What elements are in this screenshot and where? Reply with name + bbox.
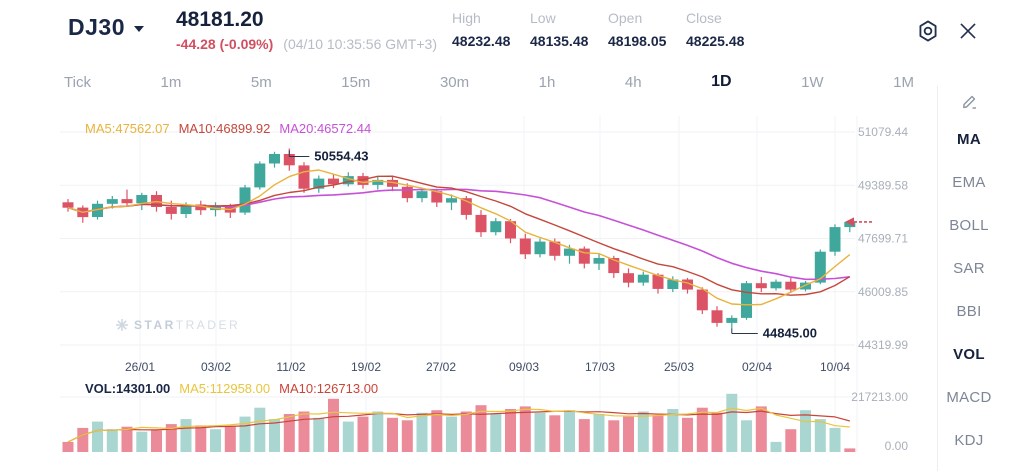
svg-text:10/04: 10/04 — [820, 360, 850, 374]
svg-text:49389.58: 49389.58 — [858, 178, 908, 192]
svg-text:46009.85: 46009.85 — [858, 285, 908, 299]
svg-text:STARTRADER: STARTRADER — [134, 318, 240, 332]
timeframe-tabs: Tick 1m 5m 15m 30m 1h 4h 1D 1W 1M — [60, 66, 918, 98]
svg-text:19/02: 19/02 — [351, 360, 381, 374]
indicator-vol[interactable]: VOL — [953, 346, 985, 363]
price-block: 48181.20 -44.28 (-0.09%) (04/10 10:35:56… — [176, 8, 437, 52]
ohlc-stats: High 48232.48 Low 48135.48 Open 48198.05 Close… — [452, 10, 747, 49]
indicator-macd[interactable]: MACD — [946, 389, 992, 406]
indicator-ema[interactable]: EMA — [952, 174, 986, 191]
stat-low: Low 48135.48 — [530, 10, 589, 49]
ma-indicator-labels: MA5:47562.07 MA10:46899.92 MA20:46572.44 — [85, 121, 371, 136]
svg-text:25/03: 25/03 — [664, 360, 694, 374]
settings-button[interactable] — [915, 18, 941, 44]
last-price-marker — [845, 217, 872, 227]
chevron-down-icon — [133, 26, 144, 32]
svg-text:44319.99: 44319.99 — [858, 338, 908, 352]
svg-text:0.00: 0.00 — [885, 439, 909, 453]
tab-15m[interactable]: 15m — [337, 72, 374, 93]
svg-text:03/02: 03/02 — [201, 360, 231, 374]
tab-1w[interactable]: 1W — [797, 72, 828, 93]
price-change: -44.28 (-0.09%) — [176, 36, 274, 52]
svg-text:02/04: 02/04 — [742, 360, 772, 374]
ma10-label: MA10:46899.92 — [178, 121, 271, 136]
tab-1d[interactable]: 1D — [707, 71, 735, 93]
svg-text:11/02: 11/02 — [276, 360, 305, 374]
tab-4h[interactable]: 4h — [621, 72, 646, 93]
svg-text:09/03: 09/03 — [509, 360, 539, 374]
close-icon — [960, 23, 976, 39]
svg-text:51079.44: 51079.44 — [858, 125, 908, 139]
tab-30m[interactable]: 30m — [436, 72, 473, 93]
ma20-label: MA20:46572.44 — [279, 121, 372, 136]
indicator-sar[interactable]: SAR — [953, 260, 985, 277]
svg-text:47699.71: 47699.71 — [858, 232, 908, 246]
tab-tick[interactable]: Tick — [60, 72, 95, 93]
last-price: 48181.20 — [176, 8, 264, 31]
stat-high: High 48232.48 — [452, 10, 511, 49]
svg-text:217213.00: 217213.00 — [851, 390, 908, 404]
vol-label: VOL:14301.00 — [85, 381, 171, 396]
symbol-selector[interactable]: DJ30 — [68, 14, 144, 41]
svg-text:17/03: 17/03 — [585, 360, 615, 374]
ma5-label: MA5:47562.07 — [85, 121, 170, 136]
volume-indicator-labels: VOL:14301.00 MA5:112958.00 MA10:126713.0… — [85, 381, 378, 396]
gear-icon — [919, 20, 937, 42]
vol-ma5-label: MA5:112958.00 — [179, 381, 271, 396]
indicator-kdj[interactable]: KDJ — [954, 432, 984, 449]
low-annotation: 44845.00 — [731, 326, 817, 341]
svg-text:26/01: 26/01 — [125, 360, 155, 374]
vol-ma10-label: MA10:126713.00 — [279, 381, 379, 396]
close-button[interactable] — [955, 18, 981, 44]
tab-5m[interactable]: 5m — [247, 72, 276, 93]
indicator-ma[interactable]: MA — [957, 131, 981, 148]
price-volume-chart[interactable]: 51079.44 49389.58 47699.71 46009.85 44319.99… — [0, 0, 935, 471]
tab-1m[interactable]: 1m — [156, 72, 185, 93]
tab-1h[interactable]: 1h — [535, 72, 560, 93]
svg-text:27/02: 27/02 — [426, 360, 456, 374]
stat-open: Open 48198.05 — [608, 10, 667, 49]
tab-1m[interactable]: 1M — [889, 72, 918, 93]
pencil-icon — [963, 95, 976, 109]
indicator-bbi[interactable]: BBI — [956, 303, 982, 320]
quote-timestamp: (04/10 10:35:56 GMT+3) — [283, 36, 437, 52]
indicator-boll[interactable]: BOLL — [949, 217, 989, 234]
symbol-name: DJ30 — [68, 14, 125, 40]
indicator-sidebar: MA EMA BOLL SAR BBI VOL MACD KDJ — [937, 86, 1024, 471]
high-annotation: 50554.43 — [288, 149, 369, 164]
svg-text:44845.00: 44845.00 — [763, 326, 817, 341]
stat-close: Close 48225.48 — [686, 10, 745, 49]
svg-text:50554.43: 50554.43 — [314, 149, 368, 164]
edit-indicators-button[interactable] — [938, 86, 1000, 118]
startrader-watermark: STARTRADER — [116, 318, 240, 332]
